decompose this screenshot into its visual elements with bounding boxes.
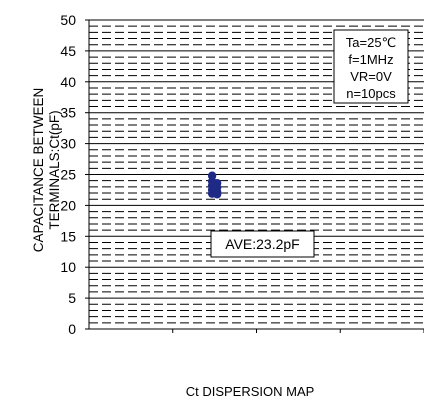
data-points bbox=[207, 171, 222, 199]
x-axis-title: Ct DISPERSION MAP bbox=[186, 384, 315, 399]
condition-temperature: Ta=25℃ bbox=[346, 35, 396, 50]
y-tick-label: 10 bbox=[60, 259, 76, 275]
y-tick-label: 50 bbox=[60, 12, 76, 28]
plot-frame-layer bbox=[85, 19, 424, 333]
conditions-box-frame bbox=[333, 29, 409, 104]
y-tick-label: 15 bbox=[60, 228, 76, 244]
y-axis-title: CAPACITANCE BETWEEN TERMINALS:Ct(pF) bbox=[31, 88, 62, 253]
y-tick-label: 40 bbox=[60, 74, 76, 90]
data-point bbox=[210, 182, 219, 191]
condition-voltage: VR=0V bbox=[350, 69, 392, 84]
y-axis-title-line-2: TERMINALS:Ct(pF) bbox=[47, 110, 62, 229]
y-tick-label: 20 bbox=[60, 197, 76, 213]
y-tick-labels: 0 5 10 15 20 25 30 35 40 45 50 bbox=[60, 12, 76, 337]
average-annotation-text: AVE:23.2pF bbox=[225, 236, 299, 252]
data-point bbox=[212, 190, 222, 199]
condition-sample-count: n=10pcs bbox=[346, 86, 396, 101]
y-tick-label: 0 bbox=[68, 321, 76, 337]
y-tick-label: 45 bbox=[60, 43, 76, 59]
y-tick-label: 35 bbox=[60, 105, 76, 121]
average-annotation: AVE:23.2pF bbox=[210, 230, 315, 258]
y-tick-label: 30 bbox=[60, 136, 76, 152]
y-axis-title-line-1: CAPACITANCE BETWEEN bbox=[31, 88, 46, 253]
average-annotation-frame bbox=[210, 230, 315, 258]
conditions-box: Ta=25℃ f=1MHz VR=0V n=10pcs bbox=[333, 29, 409, 104]
y-tick-label: 25 bbox=[60, 167, 76, 183]
condition-frequency: f=1MHz bbox=[348, 52, 393, 67]
y-tick-label: 5 bbox=[68, 290, 76, 306]
